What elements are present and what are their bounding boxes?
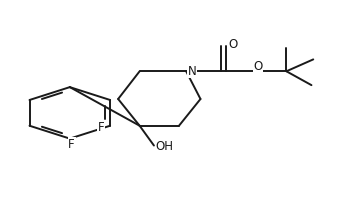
Text: F: F <box>68 138 75 151</box>
Text: N: N <box>188 65 197 78</box>
Text: O: O <box>229 38 238 51</box>
Text: F: F <box>98 121 105 134</box>
Text: O: O <box>253 60 262 73</box>
Text: OH: OH <box>156 140 174 153</box>
